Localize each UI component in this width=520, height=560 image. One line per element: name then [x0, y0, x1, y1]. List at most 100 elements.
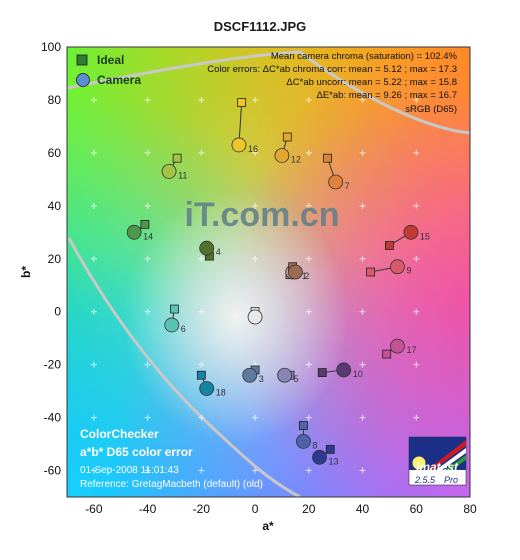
patch-label: 2 — [304, 271, 309, 281]
patch-label: 4 — [216, 247, 221, 257]
camera-marker — [126, 224, 142, 240]
grid-mark — [198, 467, 205, 474]
ideal-marker — [325, 444, 335, 454]
grid-mark — [252, 414, 259, 421]
grid-mark — [359, 308, 366, 315]
grid-mark — [198, 202, 205, 209]
grid-mark — [252, 96, 259, 103]
info-date: 01-Sep-2008 11:01:43 — [80, 465, 179, 476]
patch-label: 5 — [294, 374, 299, 384]
grid-mark — [305, 96, 312, 103]
legend: Ideal Camera — [76, 53, 141, 87]
grid-mark — [413, 308, 420, 315]
color-field — [67, 47, 470, 497]
stat-colorspace: sRGB (D65) — [405, 104, 457, 115]
grid-mark — [198, 149, 205, 156]
x-tick-label: 60 — [410, 502, 424, 516]
y-tick-label: 80 — [48, 93, 62, 107]
grid-mark — [198, 308, 205, 315]
grid-mark — [305, 202, 312, 209]
x-axis-label: a* — [262, 519, 274, 533]
x-tick-label: 0 — [252, 502, 259, 516]
grid-mark — [144, 149, 151, 156]
camera-marker — [336, 362, 352, 378]
camera-marker — [247, 309, 263, 325]
grid-mark — [305, 414, 312, 421]
grid-mark — [90, 361, 97, 368]
ideal-marker — [384, 241, 394, 250]
grid-mark — [305, 308, 312, 315]
y-tick-label: -60 — [44, 464, 62, 478]
grid-mark — [413, 255, 420, 262]
x-tick-label: 80 — [463, 502, 477, 516]
x-tick-label: -20 — [193, 502, 211, 516]
chart-info: ColorChecker a*b* D65 color error 01-Sep… — [80, 427, 263, 490]
patch-label: 10 — [353, 369, 363, 379]
camera-marker — [161, 164, 177, 179]
grid-mark — [90, 149, 97, 156]
camera-marker — [231, 137, 247, 153]
chart-title: DSCF1112.JPG — [214, 19, 307, 34]
patch-label: 14 — [143, 231, 153, 241]
stat-delta-e: ΔE*ab: mean = 9.26 ; max = 16.7 — [317, 90, 458, 101]
camera-marker — [390, 338, 405, 354]
grid-mark — [144, 361, 151, 368]
grid-mark — [144, 96, 151, 103]
ideal-marker — [172, 153, 182, 163]
camera-marker — [242, 367, 258, 383]
ideal-marker — [282, 132, 292, 142]
watermark: iT.com.cn — [185, 196, 340, 234]
grid-mark — [305, 255, 312, 262]
grid-mark — [252, 202, 259, 209]
ideal-marker — [382, 349, 392, 359]
grid-mark — [90, 467, 97, 474]
grid-mark — [359, 202, 366, 209]
logo-text: Imatest — [416, 460, 459, 474]
patch-label: 12 — [291, 155, 301, 165]
y-tick-label: 0 — [54, 305, 61, 319]
grid-mark — [90, 96, 97, 103]
grid-mark — [198, 361, 205, 368]
grid-mark — [359, 96, 366, 103]
stat-uncorr: ΔC*ab uncorr: mean = 5.22 ; max = 15.8 — [286, 77, 457, 88]
grid-mark — [90, 202, 97, 209]
y-tick-label: 60 — [48, 146, 62, 160]
patch-label: 9 — [406, 266, 411, 276]
grid-mark — [252, 149, 259, 156]
grid-mark — [90, 255, 97, 262]
ideal-marker — [299, 421, 308, 430]
grid-mark — [359, 149, 366, 156]
patch-label: 3 — [259, 374, 264, 384]
camera-marker — [287, 264, 303, 280]
x-tick-label: 20 — [302, 502, 316, 516]
grid-mark — [198, 96, 205, 103]
info-chart-name: ColorChecker — [80, 427, 159, 441]
stat-chroma-corr: Color errors: ΔC*ab chroma corr: mean = … — [207, 64, 457, 75]
y-tick-label: 100 — [41, 40, 61, 54]
grid-mark — [359, 255, 366, 262]
plot-frame — [66, 46, 471, 498]
grid-mark — [359, 467, 366, 474]
gamut-boundary-top — [67, 50, 470, 135]
patch-label: 6 — [181, 324, 186, 334]
info-reference: Reference: GretagMacbeth (default) (old) — [80, 479, 263, 490]
grid-mark — [144, 308, 151, 315]
grid-mark — [305, 149, 312, 156]
logo-sun-icon — [412, 456, 426, 470]
ideal-marker — [170, 304, 179, 314]
patch-label: 17 — [406, 345, 416, 355]
camera-marker — [328, 174, 344, 190]
gamut-boundary-left — [67, 237, 301, 497]
grid-mark — [359, 361, 366, 368]
grid-mark — [144, 202, 151, 209]
grid-mark — [252, 467, 259, 474]
camera-marker — [199, 381, 215, 396]
grid-mark — [413, 149, 420, 156]
grid-mark — [413, 361, 420, 368]
camera-marker — [277, 367, 293, 383]
camera-marker — [164, 317, 180, 333]
patch-label: 7 — [345, 181, 350, 191]
info-chart-subtitle: a*b* D65 color error — [80, 445, 193, 459]
grid-mark — [90, 308, 97, 315]
